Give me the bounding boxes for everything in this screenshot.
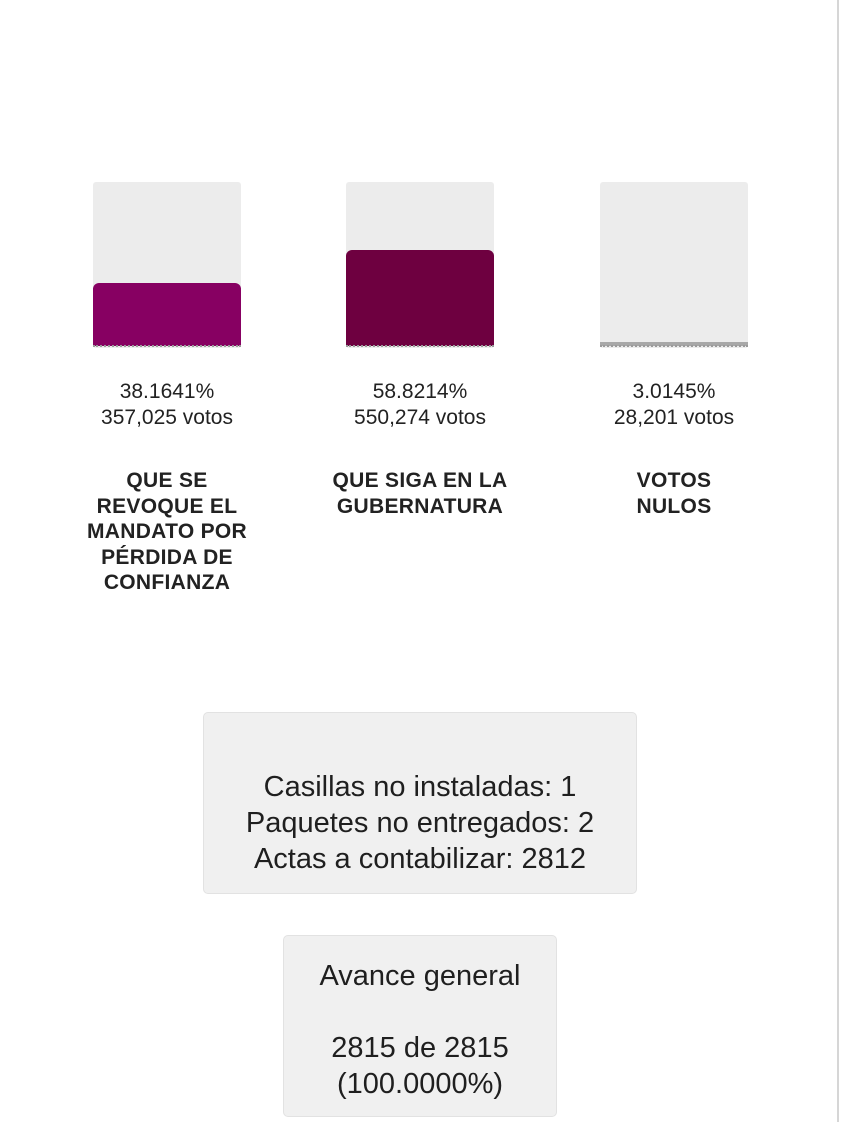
status-summary-box: Casillas no instaladas: 1 Paquetes no en…	[203, 712, 637, 894]
percent-label: 3.0145%	[632, 380, 716, 403]
actas-a-contabilizar: Actas a contabilizar: 2812	[253, 843, 587, 875]
percent-label: 58.8214%	[372, 380, 468, 403]
bar-track	[93, 182, 241, 348]
progress-title: Avance general	[319, 960, 521, 992]
casillas-no-instaladas: Casillas no instaladas: 1	[263, 771, 577, 803]
page-edge-divider	[837, 0, 839, 1122]
progress-percent: (100.0000%)	[336, 1068, 504, 1100]
stats-revoke: 38.1641% 357,025 votos	[67, 379, 267, 431]
votes-label: 28,201 votos	[613, 406, 735, 429]
percent-label: 38.1641%	[119, 380, 215, 403]
bar-null	[600, 342, 748, 346]
bar-revoke	[93, 283, 241, 346]
category-text: VOTOS NULOS	[636, 469, 712, 518]
bar-baseline	[346, 345, 494, 348]
progress-count: 2815 de 2815	[331, 1032, 509, 1064]
category-label-null: VOTOS NULOS	[579, 468, 769, 519]
bar-column-null	[600, 182, 748, 348]
stats-null: 3.0145% 28,201 votos	[574, 379, 774, 431]
votes-label: 357,025 votos	[101, 406, 233, 429]
stats-continue: 58.8214% 550,274 votos	[320, 379, 520, 431]
bar-column-continue	[346, 182, 494, 348]
category-text: QUE SE REVOQUE EL MANDATO POR PÉRDIDA DE…	[86, 469, 248, 594]
bar-baseline	[93, 345, 241, 348]
bar-track	[600, 182, 748, 348]
bar-track	[346, 182, 494, 348]
category-label-continue: QUE SIGA EN LA GUBERNATURA	[325, 468, 515, 519]
category-label-revoke: QUE SE REVOQUE EL MANDATO POR PÉRDIDA DE…	[72, 468, 262, 596]
bar-baseline	[600, 345, 748, 348]
bar-column-revoke	[93, 182, 241, 348]
general-progress-box: Avance general 2815 de 2815 (100.0000%)	[283, 935, 557, 1117]
category-text: QUE SIGA EN LA GUBERNATURA	[332, 469, 508, 518]
spacer	[284, 994, 556, 1030]
bar-continue	[346, 250, 494, 346]
paquetes-no-entregados: Paquetes no entregados: 2	[245, 807, 595, 839]
votes-label: 550,274 votos	[354, 406, 486, 429]
